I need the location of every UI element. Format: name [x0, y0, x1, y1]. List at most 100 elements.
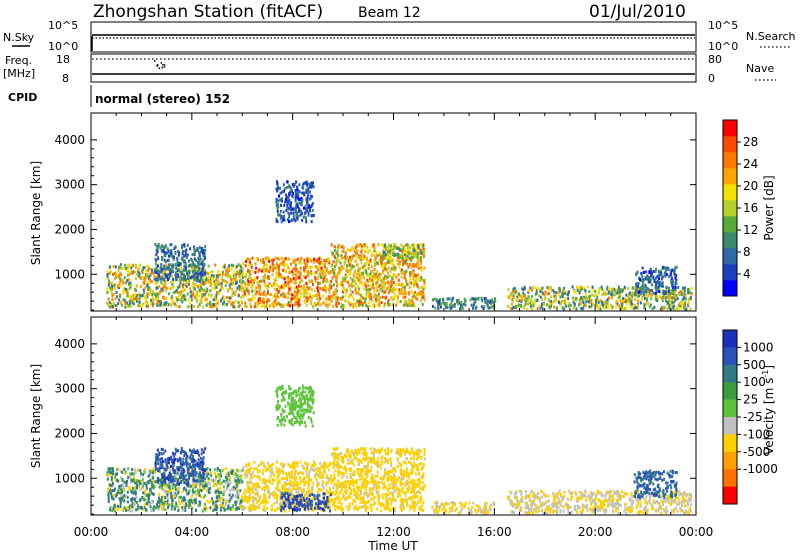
scatter-cell — [170, 494, 173, 498]
scatter-cell — [192, 470, 195, 474]
scatter-cell — [633, 306, 636, 310]
scatter-cell — [484, 298, 486, 302]
scatter-cell — [307, 213, 310, 217]
scatter-cell — [637, 282, 640, 286]
scatter-cell — [210, 499, 213, 503]
scatter-cell — [195, 476, 198, 480]
scatter-cell — [338, 269, 341, 273]
scatter-cell — [672, 289, 675, 293]
scatter-cell — [150, 298, 153, 302]
freq-label: Freq. — [5, 54, 32, 67]
scatter-cell — [123, 494, 126, 498]
scatter-cell — [129, 285, 132, 289]
scatter-cell — [341, 290, 344, 294]
scatter-cell — [234, 282, 237, 285]
scatter-cell — [464, 303, 467, 307]
scatter-cell — [192, 502, 195, 506]
scatter-cell — [168, 492, 170, 495]
scatter-cell — [350, 282, 353, 286]
scatter-cell — [165, 274, 168, 278]
scatter-cell — [321, 272, 324, 276]
scatter-cell — [186, 492, 189, 496]
scatter-cell — [656, 280, 659, 284]
scatter-cell — [373, 290, 376, 293]
cpid-value: normal (stereo) 152 — [95, 92, 230, 106]
scatter-cell — [541, 286, 544, 290]
scatter-cell — [387, 286, 390, 290]
scatter-cell — [402, 245, 405, 249]
scatter-cell — [152, 486, 155, 490]
scatter-cell — [292, 214, 295, 218]
scatter-cell — [194, 459, 197, 463]
scatter-cell — [392, 250, 394, 253]
scatter-cell — [129, 295, 132, 298]
scatter-cell — [213, 482, 215, 486]
scatter-cell — [280, 197, 283, 201]
scatter-cell — [143, 482, 146, 485]
scatter-cell — [321, 287, 324, 291]
scatter-cell — [680, 301, 683, 305]
scatter-cell — [143, 295, 146, 299]
scatter-cell — [287, 200, 290, 204]
scatter-cell — [330, 296, 333, 300]
scatter-cell — [161, 268, 164, 272]
scatter-cell — [157, 476, 160, 480]
scatter-cell — [392, 297, 395, 301]
scatter-cell — [166, 287, 169, 290]
scatter-cell — [403, 286, 406, 289]
scatter-cell — [617, 303, 620, 307]
scatter-cell — [217, 467, 219, 471]
scatter-cell — [592, 302, 595, 306]
scatter-cell — [313, 302, 316, 306]
scatter-cell — [179, 266, 182, 270]
scatter-cell — [357, 255, 360, 259]
scatter-cell — [317, 293, 320, 297]
scatter-cell — [109, 505, 112, 509]
scatter-cell — [346, 275, 348, 278]
scatter-cell — [209, 506, 212, 510]
scatter-cell — [251, 269, 254, 273]
scatter-cell — [121, 470, 124, 474]
scatter-cell — [294, 263, 297, 267]
scatter-cell — [258, 475, 261, 479]
scatter-cell — [392, 263, 395, 267]
scatter-cell — [683, 296, 686, 300]
scatter-cell — [137, 504, 139, 508]
scatter-cell — [146, 268, 149, 272]
scatter-cell — [116, 491, 119, 495]
scatter-cell — [524, 294, 527, 298]
scatter-cell — [544, 297, 547, 301]
scatter-cell — [190, 298, 193, 302]
scatter-cell — [199, 456, 202, 460]
scatter-cell — [215, 504, 218, 508]
scatter-cell — [665, 273, 668, 276]
scatter-cell — [316, 258, 318, 262]
scatter-cell — [264, 269, 267, 273]
scatter-cell — [217, 490, 220, 494]
scatter-cell — [387, 259, 389, 263]
scatter-cell — [437, 299, 440, 303]
scatter-cell — [223, 298, 226, 301]
scatter-cell — [541, 298, 544, 302]
scatter-cell — [139, 481, 142, 485]
scatter-cell — [117, 489, 120, 493]
scatter-cell — [335, 304, 338, 308]
scatter-cell — [422, 287, 425, 291]
scatter-cell — [262, 265, 265, 269]
scatter-cell — [356, 263, 359, 267]
scatter-cell — [340, 280, 343, 284]
scatter-cell — [333, 272, 336, 275]
scatter-cell — [342, 249, 345, 253]
power-ylabel: Slant Range [km] — [29, 161, 43, 265]
scatter-cell — [637, 299, 640, 303]
scatter-cell — [353, 264, 356, 268]
scatter-cell — [262, 258, 264, 261]
scatter-cell — [160, 504, 162, 508]
scatter-cell — [687, 288, 690, 292]
scatter-cell — [585, 300, 588, 304]
scatter-cell — [220, 285, 223, 289]
scatter-cell — [210, 473, 213, 477]
scatter-cell — [215, 483, 218, 487]
scatter-cell — [660, 273, 663, 277]
scatter-cell — [184, 262, 187, 266]
